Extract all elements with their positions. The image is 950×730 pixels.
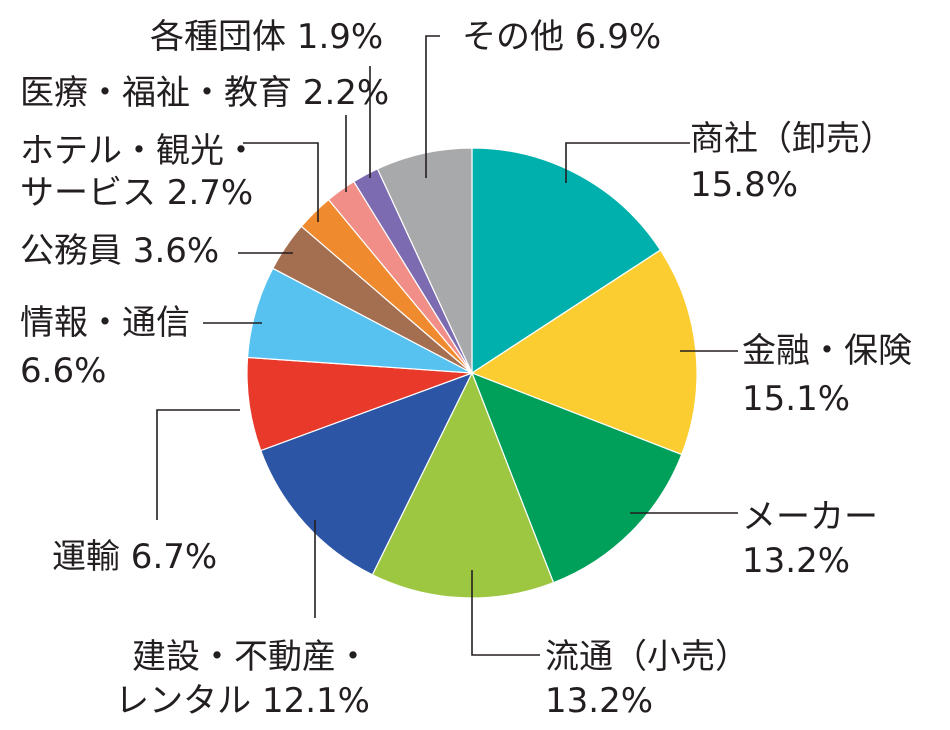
leader-line-4	[471, 570, 540, 656]
slice-label-9-line-2: サービス 2.7%	[20, 173, 253, 213]
slice-label-4-line-1: 流通（小売）	[545, 637, 749, 677]
slice-label-6-line-1: 運輸 6.7%	[52, 537, 217, 577]
slice-label-5-line-1: 建設・不動産・	[132, 637, 370, 677]
slice-label-10-line-1: 医療・福祉・教育 2.2%	[20, 73, 389, 113]
leader-line-1	[565, 142, 690, 183]
pie-slice-12	[376, 147, 473, 374]
leader-line-12	[425, 35, 440, 178]
leader-lines	[156, 35, 738, 656]
pie-slice-2	[470, 249, 698, 456]
slice-label-11-line-1: 各種団体 1.9%	[150, 17, 383, 57]
slice-label-3-line-1: メーカー	[742, 497, 878, 537]
slice-labels: 商社（卸売）15.8%金融・保険15.1%メーカー13.2%流通（小売）13.2…	[20, 17, 912, 721]
slice-label-4-line-2: 13.2%	[545, 681, 653, 721]
slice-label-9-line-1: ホテル・観光・	[20, 131, 258, 171]
leader-line-9	[243, 142, 319, 222]
slice-label-12-line-1: その他 6.9%	[462, 17, 661, 57]
pie-slice-3	[470, 371, 683, 584]
slice-label-2-line-2: 15.1%	[742, 379, 850, 419]
slice-label-1-line-2: 15.8%	[690, 165, 798, 205]
pie-slices	[246, 147, 698, 599]
slice-label-7-line-2: 6.6%	[20, 351, 106, 391]
leader-line-6	[156, 409, 240, 520]
slice-label-3-line-2: 13.2%	[742, 541, 850, 581]
pie-slice-1	[471, 147, 662, 375]
slice-label-7-line-1: 情報・通信	[20, 303, 190, 343]
slice-label-2-line-1: 金融・保険	[742, 331, 912, 371]
slice-label-1-line-1: 商社（卸売）	[690, 119, 894, 159]
slice-label-5-line-2: レンタル 12.1%	[115, 681, 370, 721]
pie-slice-5	[260, 371, 474, 576]
pie-slice-4	[371, 371, 555, 599]
slice-label-8-line-1: 公務員 3.6%	[20, 231, 219, 271]
